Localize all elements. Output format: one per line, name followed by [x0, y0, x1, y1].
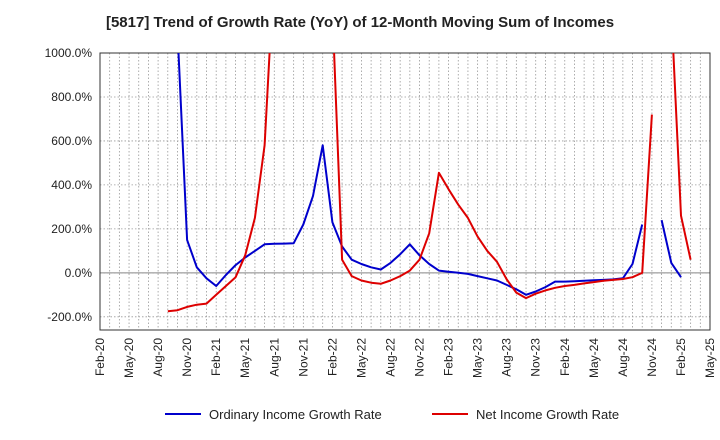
x-tick-label: May-25 — [703, 338, 717, 378]
y-tick-label: 0.0% — [65, 266, 93, 280]
x-tick-label: Aug-21 — [267, 338, 281, 377]
x-tick-label: Nov-24 — [645, 338, 659, 377]
x-tick-label: May-21 — [238, 338, 252, 378]
x-tick-label: Aug-22 — [383, 338, 397, 377]
x-tick-label: Feb-21 — [209, 338, 223, 376]
plot-frame — [99, 52, 711, 331]
y-tick-label: 800.0% — [51, 90, 92, 104]
x-tick-label: Nov-21 — [296, 338, 310, 377]
x-tick-label: Nov-23 — [529, 338, 543, 377]
series-line — [167, 53, 692, 313]
x-tick-label: Feb-24 — [558, 338, 572, 376]
x-tick-label: Nov-22 — [413, 338, 427, 377]
y-tick-label: -200.0% — [47, 310, 92, 324]
x-tick-label: Aug-23 — [500, 338, 514, 377]
y-tick-label: 200.0% — [51, 222, 92, 236]
x-tick-label: Feb-20 — [93, 338, 107, 376]
x-tick-label: Feb-23 — [442, 338, 456, 376]
x-tick-label: Feb-25 — [674, 338, 688, 376]
x-tick-label: Nov-20 — [180, 338, 194, 377]
x-tick-label: May-23 — [471, 338, 485, 378]
x-tick-label: Feb-22 — [325, 338, 339, 376]
series-line — [177, 53, 682, 296]
y-tick-label: 1000.0% — [45, 46, 93, 60]
chart-title: [5817] Trend of Growth Rate (YoY) of 12-… — [105, 14, 615, 31]
x-tick-label: Aug-20 — [151, 338, 165, 377]
x-tick-label: Aug-24 — [616, 338, 630, 377]
y-tick-label: 400.0% — [51, 178, 92, 192]
x-tick-label: May-22 — [354, 338, 368, 378]
legend-label: Ordinary Income Growth Rate — [209, 407, 382, 422]
x-tick-label: May-24 — [587, 338, 601, 378]
x-tick-label: May-20 — [122, 338, 136, 378]
legend-label: Net Income Growth Rate — [476, 407, 619, 422]
y-tick-label: 600.0% — [51, 134, 92, 148]
